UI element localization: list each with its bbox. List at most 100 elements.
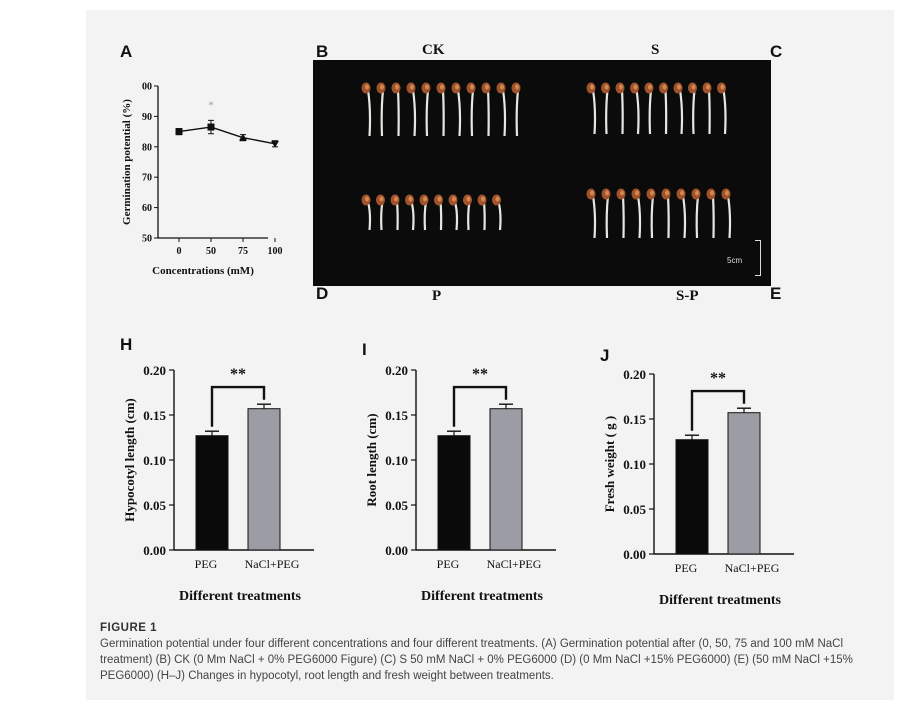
sp-seed-highlight [695,190,699,196]
ck-stem [425,89,430,137]
sp-seed-highlight [605,190,609,196]
x-tick-label: NaCl+PEG [725,561,780,575]
ck-stem [411,89,417,137]
s-stem [722,89,727,135]
ck-stem [515,89,520,137]
ck-seed-highlight [515,84,519,90]
p-stem [380,201,384,231]
figure-label: FIGURE 1 [100,622,158,634]
p-stem [467,201,471,231]
ck-stem [396,89,400,137]
s-seed-highlight [662,84,667,90]
sp-seed-highlight [650,190,654,196]
y-tick-label: 50 [142,234,152,245]
significance-bracket [452,385,508,427]
y-tick-label: 0.10 [143,453,166,468]
significance-bracket [210,385,266,427]
sp-stem [621,195,625,239]
panel-label-j: J [600,346,610,365]
sp-seed-highlight [665,190,669,196]
y-tick-label: 60 [142,203,152,214]
x-axis-title: Concentrations (mM) [152,265,254,277]
p-stem [366,201,372,231]
significance-marker: ** [710,370,726,387]
figure-caption: FIGURE 1 Germination potential under fou… [100,620,890,684]
sp-stem [711,195,715,239]
x-tick-label: PEG [675,561,698,575]
seedling-photo: 5cm [313,60,771,286]
p-stem [423,201,428,231]
y-tick-label: 0.15 [143,408,166,423]
bar [247,408,281,551]
p-stem [439,201,443,231]
significance-bracket [690,389,746,431]
bar [727,412,761,555]
x-tick-label: NaCl+PEG [245,557,300,571]
significance-marker: * [208,99,214,111]
hypocotyl-bar-chart: 0.00 0.05 0.10 0.15 0.20 PEG NaCl+PEG ** Hypocot… [122,363,314,604]
s-stem [692,89,696,135]
ck-seed-highlight [485,84,489,90]
ck-stem [380,89,385,137]
caption-text: Germination potential under four differe… [100,638,853,682]
x-tick-label: 75 [238,246,248,257]
photo-label-sp: S-P [676,288,699,304]
ck-seed-highlight [455,84,459,90]
data-point [175,128,183,136]
s-seed-highlight [691,84,696,90]
x-axis-title: Different treatments [179,589,301,604]
root-length-bar-chart: 0.00 0.05 0.10 0.15 0.20 PEG NaCl+PEG ** Root le… [364,363,556,604]
ck-seed-highlight [380,84,384,90]
significance-marker: ** [230,366,246,383]
data-point [207,123,215,131]
p-seed-highlight [408,196,413,202]
photo-label-ck: CK [422,42,445,58]
y-tick-label: 0.00 [623,547,646,562]
y-axis-title: Germination potential (%) [121,99,133,225]
s-seed-highlight [633,84,638,90]
p-stem [410,201,415,231]
p-seed-highlight [394,196,398,202]
s-seed-highlight [590,84,594,90]
bar [437,435,471,551]
sp-stem [650,195,655,239]
y-tick-label: 70 [142,173,152,184]
p-seed-highlight [365,196,369,202]
ck-seed-highlight [470,84,474,90]
s-seed-highlight [677,84,681,90]
ck-seed-highlight [410,84,414,90]
sp-stem [726,195,732,239]
s-stem [635,89,640,135]
panel-label-d: D [316,284,329,303]
s-stem [678,89,684,135]
sp-stem [681,195,687,239]
sp-stem [666,195,670,239]
sp-seed-highlight [710,190,714,196]
photo-label-s: S [651,42,660,58]
panel-label-a: A [120,42,133,61]
s-stem [591,89,597,135]
ck-seed-highlight [500,84,504,90]
ck-stem [486,89,490,137]
bar [195,435,229,551]
p-stem [482,201,486,231]
p-seed-highlight [481,196,485,202]
x-axis-title: Different treatments [659,593,781,608]
x-tick-label: NaCl+PEG [487,557,542,571]
x-axis-title: Different treatments [421,589,543,604]
panel-label-h: H [120,335,133,354]
s-seed-highlight [720,84,725,90]
y-tick-label: 0.20 [623,367,646,382]
data-point [239,133,247,141]
panel-label-b: B [316,42,329,61]
series-line [178,126,276,145]
sp-seed-highlight [680,190,684,196]
p-stem [497,201,502,231]
s-stem [605,89,609,135]
panel-label-c: C [770,42,783,61]
y-tick-label: 80 [142,142,152,153]
p-seed-highlight [452,196,456,202]
bar [489,408,523,551]
x-tick-label: 50 [206,246,216,257]
ck-stem [501,89,507,137]
